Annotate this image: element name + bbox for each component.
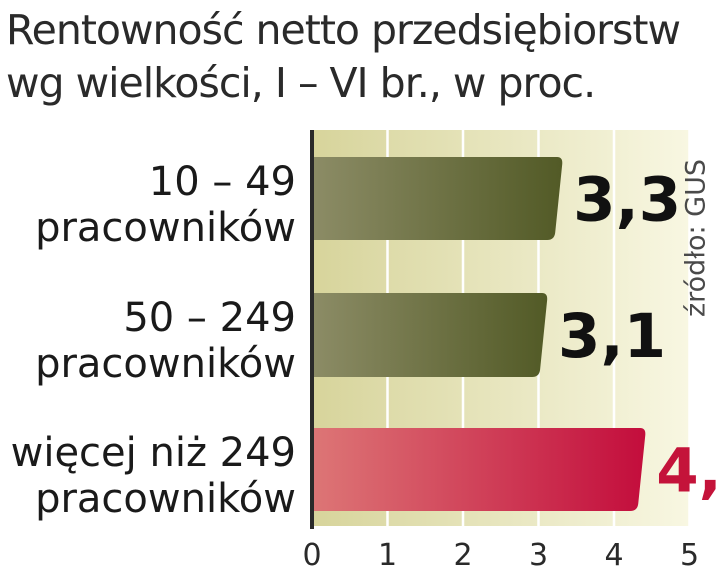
category-label: 50 – 249	[123, 295, 296, 341]
value-labels: 3,3 3,1 4,4	[558, 165, 720, 507]
value-label: 3,1	[558, 301, 666, 372]
category-label: pracowników	[35, 476, 296, 522]
x-tick-label: 4	[604, 538, 623, 572]
chart-title-line-1: Rentowność netto przedsiębiorstw	[6, 6, 681, 54]
chart-title: Rentowność netto przedsiębiorstw wg wiel…	[6, 4, 716, 110]
x-tick-labels: 0 1 2 3 4 5	[302, 538, 699, 572]
bar	[312, 428, 646, 511]
x-tick-label: 3	[529, 538, 548, 572]
category-label: pracowników	[35, 341, 296, 387]
category-label: 10 – 49	[149, 159, 296, 205]
x-tick-label: 1	[378, 538, 397, 572]
x-tick-label: 2	[453, 538, 472, 572]
bars	[312, 157, 646, 511]
category-label: więcej niż 249	[11, 430, 296, 476]
x-tick-label: 5	[680, 538, 699, 572]
chart-title-line-2: wg wielkości, I – VI br., w proc.	[6, 59, 596, 107]
value-label: 3,3	[573, 165, 681, 236]
bar	[312, 157, 563, 240]
value-label: 4,4	[656, 436, 720, 507]
category-label: pracowników	[35, 205, 296, 251]
x-tick-label: 0	[302, 538, 321, 572]
bar	[312, 293, 548, 377]
source-note: źródło: GUS	[680, 158, 712, 318]
